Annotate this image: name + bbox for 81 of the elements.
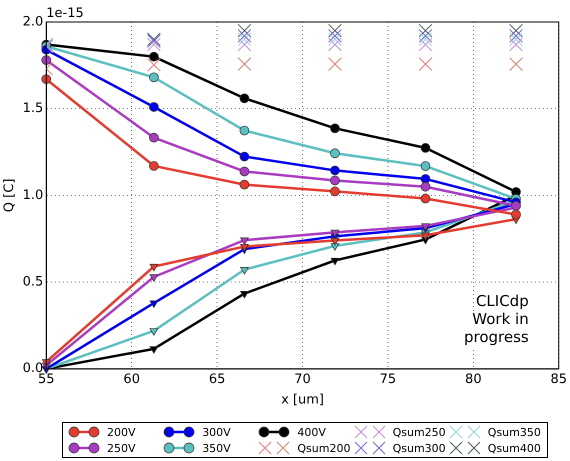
legend-label: Qsum200 <box>297 442 350 454</box>
legend-label: Qsum300 <box>392 442 446 454</box>
point <box>150 300 158 308</box>
point <box>330 176 340 186</box>
point <box>240 166 250 176</box>
point <box>418 24 432 38</box>
x-tick-label: 80 <box>465 372 482 387</box>
legend-label: Qsum400 <box>488 442 541 454</box>
point <box>240 152 250 162</box>
x-tick-label: 85 <box>550 372 567 387</box>
point <box>420 161 430 171</box>
point <box>150 346 158 354</box>
legend-label: 250V <box>107 442 136 454</box>
legend-label: Qsum250 <box>392 426 446 438</box>
point <box>328 32 342 46</box>
x-tick-label: 55 <box>38 372 55 387</box>
point <box>330 186 340 196</box>
point <box>418 32 432 46</box>
point <box>420 143 430 153</box>
point <box>240 126 250 136</box>
y-tick-label: 2.0 <box>22 14 44 30</box>
point <box>330 230 340 238</box>
point <box>509 29 523 43</box>
point <box>421 223 430 231</box>
point <box>149 102 159 112</box>
x-tick-label: 70 <box>294 372 311 387</box>
point <box>240 180 250 190</box>
point <box>509 24 523 38</box>
point <box>418 57 432 71</box>
point <box>421 232 430 240</box>
x-axis-title: x [um] <box>281 392 324 408</box>
point <box>238 32 252 46</box>
point <box>509 57 523 71</box>
point <box>149 52 159 62</box>
point <box>328 29 342 43</box>
point <box>149 132 159 143</box>
x-tick-label: 75 <box>380 372 396 387</box>
point <box>328 38 342 52</box>
point <box>240 93 250 104</box>
x-tick-label: 60 <box>123 372 140 387</box>
point <box>240 238 249 245</box>
point <box>240 267 249 274</box>
point <box>238 29 252 43</box>
text: 1e-15 <box>46 6 84 21</box>
point <box>150 264 158 272</box>
y-tick-label: 1.5 <box>22 101 44 116</box>
point <box>330 123 340 134</box>
point <box>330 258 340 266</box>
point <box>420 182 430 192</box>
point <box>418 38 432 52</box>
point <box>147 58 161 72</box>
point <box>509 32 523 46</box>
point <box>330 148 340 158</box>
point <box>420 194 430 204</box>
point <box>240 244 249 252</box>
point <box>509 38 523 52</box>
point <box>328 24 342 38</box>
legend-label: 200V <box>107 426 136 438</box>
point <box>240 290 249 298</box>
point <box>330 238 340 246</box>
point <box>330 166 340 176</box>
annotation: CLICdp Work in progress <box>464 292 529 346</box>
legend-label: Qsum350 <box>488 426 541 438</box>
point <box>511 210 521 220</box>
point <box>238 24 252 38</box>
point <box>418 29 432 43</box>
y-axis-title: Q [C] <box>2 178 18 212</box>
x-tick-label: 65 <box>208 372 226 387</box>
legend-label: 350V <box>202 442 231 454</box>
y-tick-label: 1.0 <box>22 188 44 203</box>
point <box>149 161 159 171</box>
legend-label: 400V <box>297 426 326 438</box>
y-tick-label: 0.5 <box>22 274 44 290</box>
point <box>238 57 252 71</box>
point <box>147 38 161 52</box>
point <box>149 72 159 82</box>
point <box>150 274 158 282</box>
legend-label: 300V <box>202 426 231 438</box>
point <box>238 38 252 52</box>
point <box>328 57 342 71</box>
point <box>150 328 158 336</box>
